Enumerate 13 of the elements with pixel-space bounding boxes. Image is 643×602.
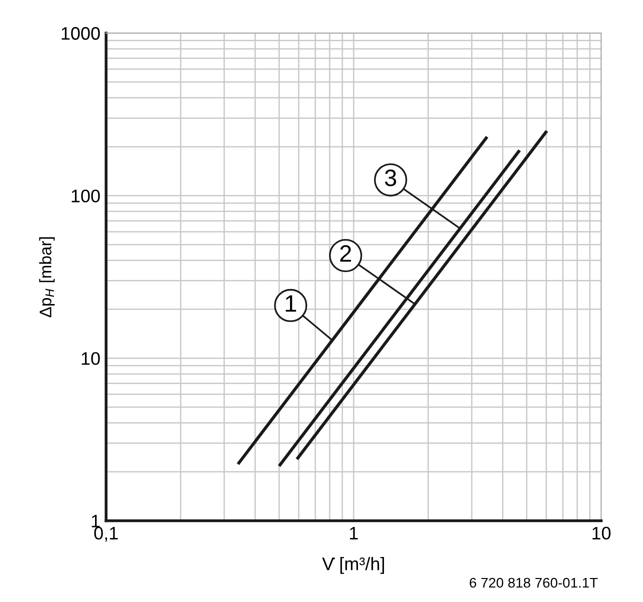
text: 6 720 818 760-01.1T — [470, 578, 598, 588]
y-axis-title: Δp$_{H}$ [mbar] — [39, 237, 55, 318]
annotation: 2 — [340, 245, 351, 262]
annotation: 1 — [286, 295, 296, 312]
annotation: 3 — [384, 169, 396, 186]
x-tick-label: 10 — [592, 526, 611, 540]
y-tick-label: 1000 — [62, 27, 100, 40]
y-tick-label: 1 — [92, 514, 100, 528]
x-tick-label: 0,1 — [94, 526, 118, 542]
y-tick-label: 100 — [72, 190, 100, 202]
x-tick-label: 1 — [350, 526, 358, 540]
x-axis-title: V̇ [m³/h] — [322, 557, 384, 574]
y-tick-label: 10 — [82, 352, 100, 365]
